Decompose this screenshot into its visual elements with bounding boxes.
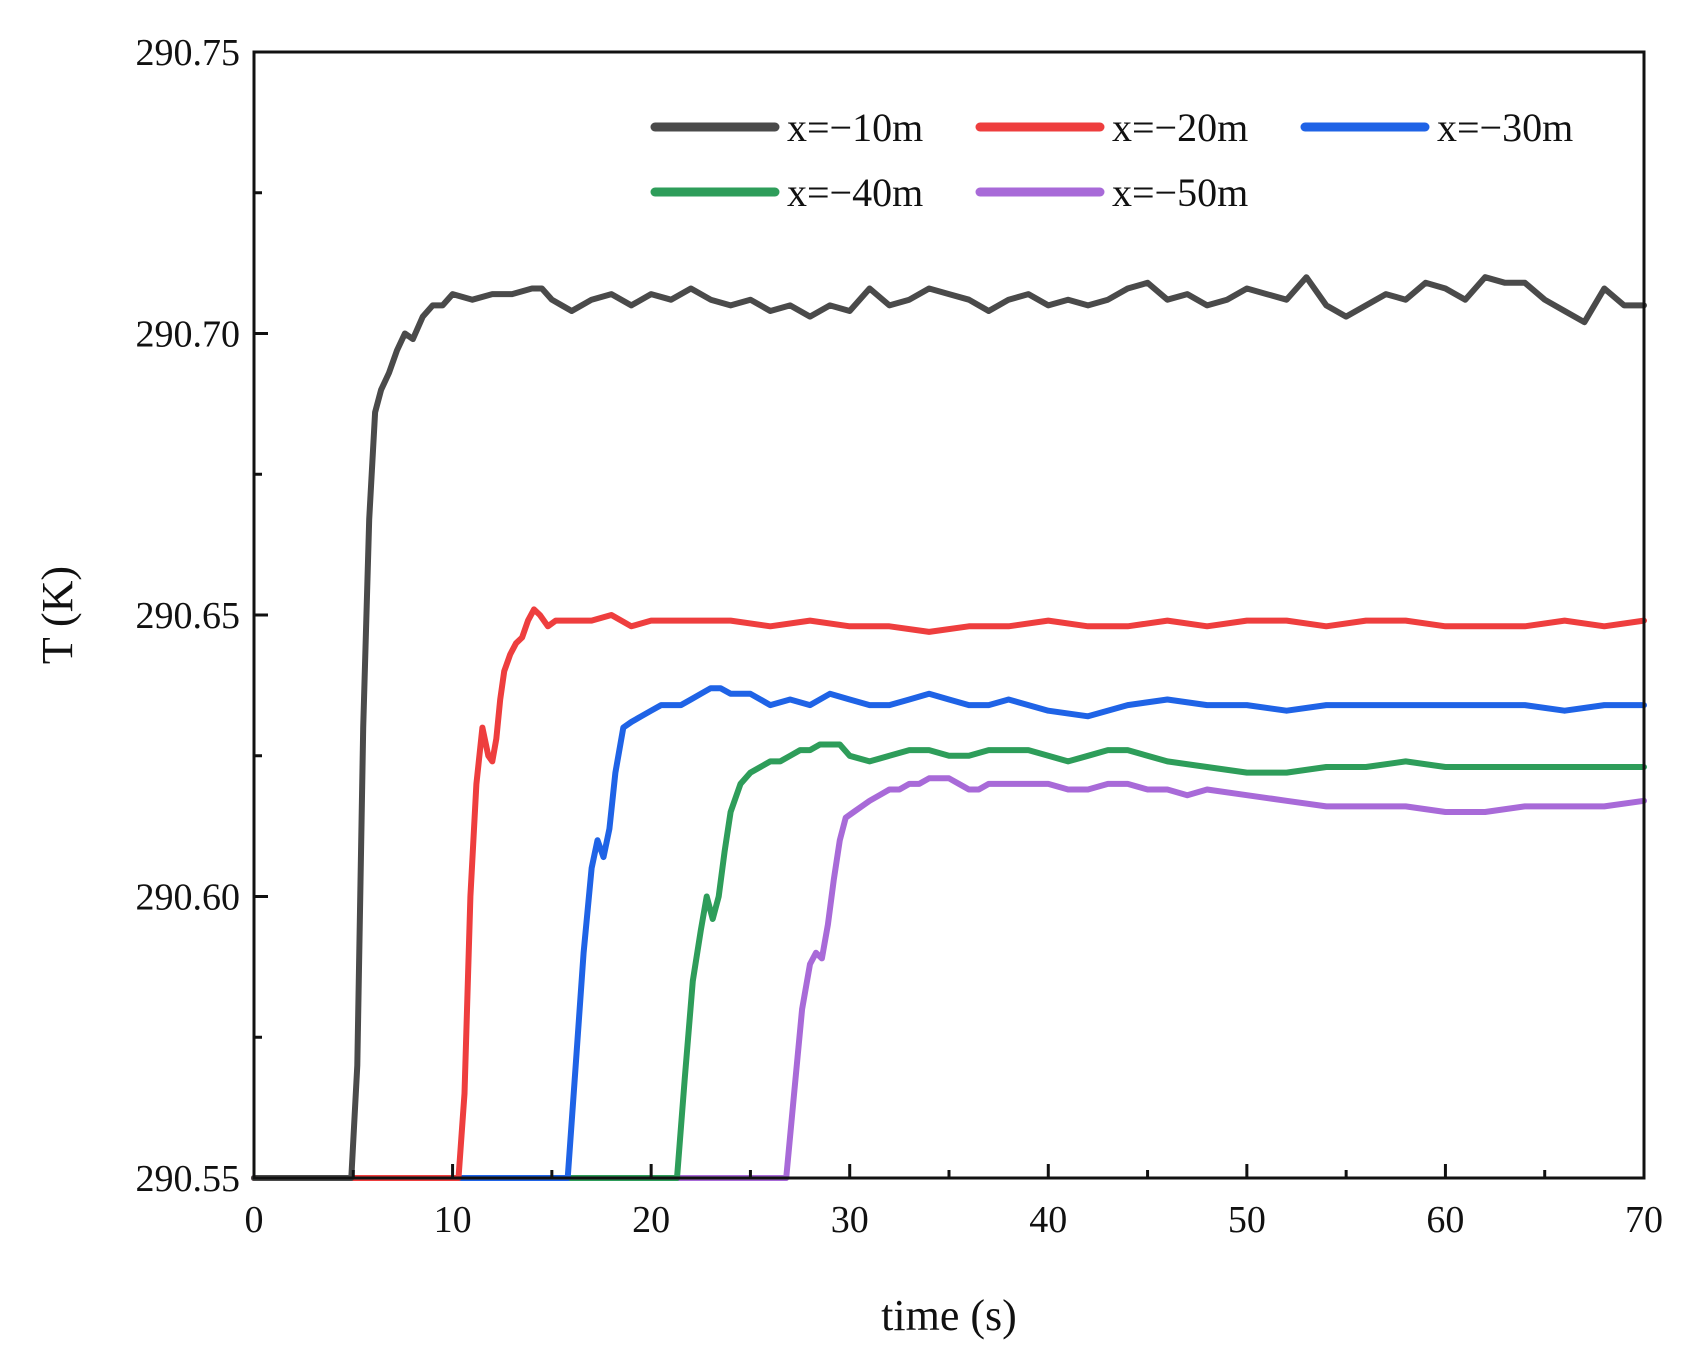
y-axis-title: T (K) <box>33 566 82 664</box>
series-line-2 <box>251 606 1647 1181</box>
series-line-1 <box>251 274 1647 1181</box>
x-tick-label: 30 <box>831 1199 869 1241</box>
x-tick-label: 70 <box>1625 1199 1663 1241</box>
series-layer <box>251 274 1647 1181</box>
x-tick-label: 40 <box>1029 1199 1067 1241</box>
series-line-5 <box>251 775 1647 1181</box>
x-tick-label: 20 <box>632 1199 670 1241</box>
plot-frame <box>252 50 1646 1180</box>
legend-label-5: x=−50m <box>1112 170 1248 215</box>
x-tick-label: 0 <box>245 1199 264 1241</box>
legend-label-1: x=−10m <box>787 105 923 150</box>
y-tick-label: 290.55 <box>136 1158 241 1200</box>
x-tick-label: 60 <box>1426 1199 1464 1241</box>
series-line-3 <box>251 685 1647 1181</box>
y-tick-label: 290.70 <box>136 314 241 356</box>
x-tick-label: 10 <box>434 1199 472 1241</box>
series-line-4 <box>251 741 1647 1181</box>
legend-label-3: x=−30m <box>1437 105 1573 150</box>
x-tick-label: 50 <box>1228 1199 1266 1241</box>
legend-label-4: x=−40m <box>787 170 923 215</box>
y-tick-label: 290.60 <box>136 877 241 919</box>
ticks-layer: 0 10 20 30 40 50 60 70 290.55 290.60 290.65 290.70 2… <box>136 32 1664 1241</box>
x-axis-title: time (s) <box>881 1291 1017 1340</box>
y-tick-label: 290.65 <box>136 595 241 637</box>
legend: x=−10m x=−20m x=−30m x=−40m x=−50m <box>650 105 1573 215</box>
y-tick-label: 290.75 <box>136 32 241 74</box>
legend-label-2: x=−20m <box>1112 105 1248 150</box>
